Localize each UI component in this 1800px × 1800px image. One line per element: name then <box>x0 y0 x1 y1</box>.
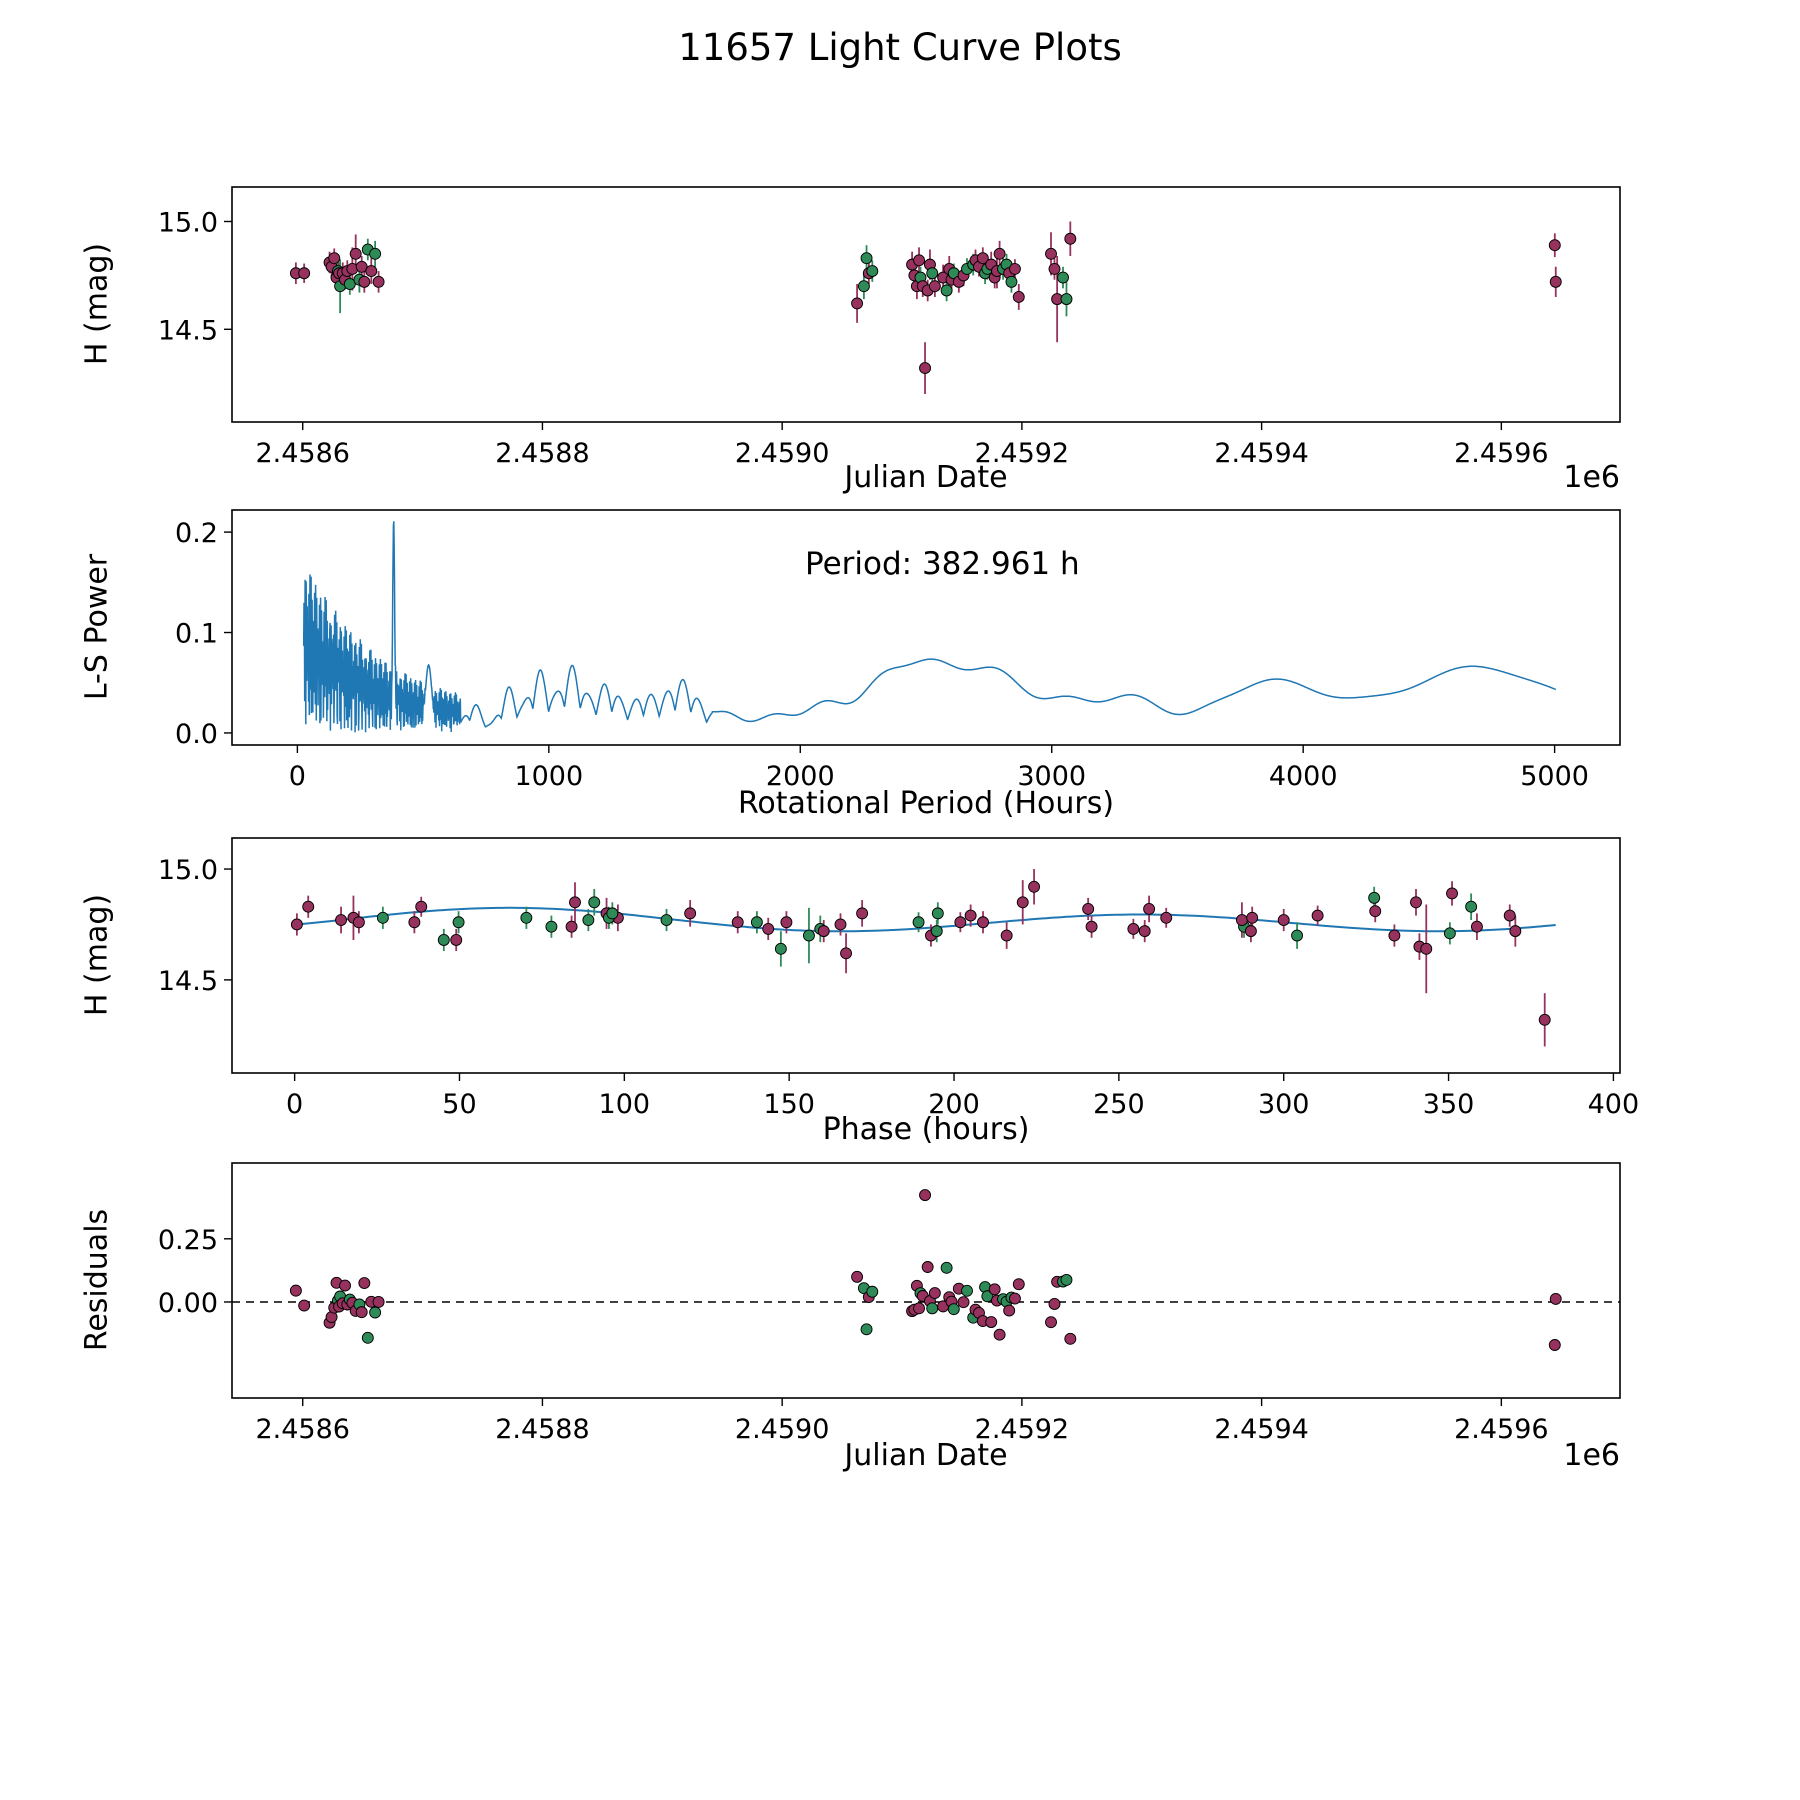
panel-phase: 0 50 100 150 200 250 300 350 400 15.0 14.5 <box>158 837 1640 1120</box>
svg-text:300: 300 <box>1258 1089 1310 1120</box>
svg-text:2.4596: 2.4596 <box>1454 438 1548 469</box>
svg-text:4000: 4000 <box>1269 761 1338 792</box>
svg-text:100: 100 <box>599 1089 651 1120</box>
svg-text:2.4592: 2.4592 <box>975 438 1069 469</box>
svg-text:0: 0 <box>289 761 306 792</box>
svg-text:0: 0 <box>286 1089 303 1120</box>
phase-xlabel: Phase (hours) <box>822 1112 1030 1147</box>
residuals-xlabel: Julian Date <box>844 1438 1008 1473</box>
svg-text:2.4594: 2.4594 <box>1214 438 1308 469</box>
svg-text:2.4596: 2.4596 <box>1454 1414 1548 1445</box>
svg-text:2.4588: 2.4588 <box>495 438 589 469</box>
svg-text:15.0: 15.0 <box>158 855 218 886</box>
svg-text:50: 50 <box>442 1089 476 1120</box>
svg-text:0.1: 0.1 <box>175 619 218 650</box>
svg-text:350: 350 <box>1423 1089 1475 1120</box>
svg-text:2.4586: 2.4586 <box>255 1414 349 1445</box>
figure-title: 11657 Light Curve Plots <box>678 26 1122 69</box>
svg-text:3000: 3000 <box>1017 761 1086 792</box>
residuals-ylabel: Residuals <box>79 1208 115 1352</box>
svg-text:5000: 5000 <box>1520 761 1589 792</box>
panel-residuals: 2.4586 2.4588 2.4590 2.4592 2.4594 2.4596 0.00… <box>158 1162 1621 1445</box>
svg-text:2.4588: 2.4588 <box>495 1414 589 1445</box>
periodogram-xlabel: Rotational Period (Hours) <box>737 786 1115 821</box>
svg-text:1000: 1000 <box>514 761 583 792</box>
svg-text:2.4594: 2.4594 <box>1214 1414 1308 1445</box>
svg-text:400: 400 <box>1588 1089 1640 1120</box>
svg-text:150: 150 <box>763 1089 815 1120</box>
phase-ylabel: H (mag) <box>79 893 115 1017</box>
svg-text:250: 250 <box>1093 1089 1145 1120</box>
residuals-x-offset-label: 1e6 <box>1563 1438 1620 1473</box>
period-annotation: Period: 382.961 h <box>805 546 1080 582</box>
lightcurve-x-offset-label: 1e6 <box>1563 460 1620 495</box>
svg-text:2.4590: 2.4590 <box>735 438 829 469</box>
svg-text:0.25: 0.25 <box>158 1225 218 1256</box>
svg-text:2.4592: 2.4592 <box>975 1414 1069 1445</box>
panel-periodogram: 0 1000 2000 3000 4000 5000 0.0 0.1 0.2 <box>175 509 1621 792</box>
panel-lightcurve: 2.4586 2.4588 2.4590 2.4592 2.4594 2.4596 15.0… <box>158 186 1621 469</box>
svg-text:2.4590: 2.4590 <box>735 1414 829 1445</box>
svg-text:0.0: 0.0 <box>175 719 218 750</box>
svg-text:0.00: 0.00 <box>158 1288 218 1319</box>
lightcurve-ylabel: H (mag) <box>79 242 115 366</box>
svg-text:200: 200 <box>928 1089 980 1120</box>
svg-text:0.2: 0.2 <box>175 518 218 549</box>
svg-text:14.5: 14.5 <box>158 966 218 997</box>
svg-text:2000: 2000 <box>766 761 835 792</box>
svg-text:14.5: 14.5 <box>158 315 218 346</box>
svg-text:15.0: 15.0 <box>158 207 218 238</box>
svg-text:2.4586: 2.4586 <box>255 438 349 469</box>
periodogram-ylabel: L-S Power <box>79 553 115 701</box>
lightcurve-xlabel: Julian Date <box>844 460 1008 495</box>
